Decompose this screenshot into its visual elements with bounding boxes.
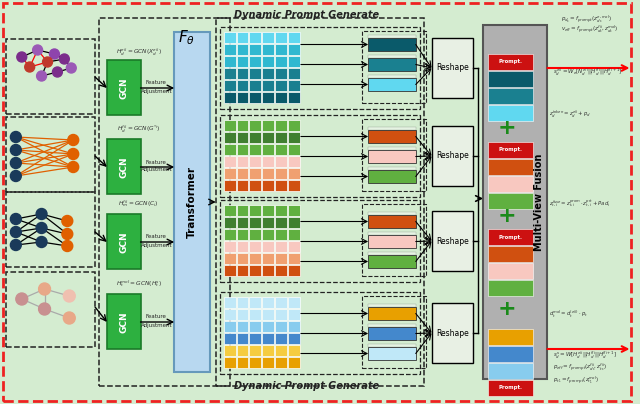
FancyBboxPatch shape	[275, 156, 287, 167]
Text: Multi-View Fusion: Multi-View Fusion	[534, 153, 545, 251]
Circle shape	[16, 293, 28, 305]
FancyBboxPatch shape	[250, 309, 261, 320]
FancyBboxPatch shape	[262, 253, 274, 264]
FancyBboxPatch shape	[368, 170, 416, 183]
Text: $p_{d_s}=f_{prompt}(z_{d_s}^{e,mol})$: $p_{d_s}=f_{prompt}(z_{d_s}^{e,mol})$	[561, 14, 612, 26]
FancyBboxPatch shape	[431, 126, 473, 186]
FancyBboxPatch shape	[483, 25, 547, 379]
Text: +: +	[498, 299, 516, 319]
FancyBboxPatch shape	[250, 156, 261, 167]
FancyBboxPatch shape	[275, 68, 287, 79]
FancyBboxPatch shape	[262, 56, 274, 67]
Circle shape	[36, 71, 47, 81]
Circle shape	[33, 45, 43, 55]
FancyBboxPatch shape	[250, 144, 261, 155]
Circle shape	[68, 135, 79, 145]
FancyBboxPatch shape	[368, 215, 416, 228]
FancyBboxPatch shape	[237, 217, 248, 228]
FancyBboxPatch shape	[224, 132, 236, 143]
FancyBboxPatch shape	[288, 156, 300, 167]
FancyBboxPatch shape	[275, 357, 287, 368]
FancyBboxPatch shape	[262, 333, 274, 344]
FancyBboxPatch shape	[250, 229, 261, 240]
FancyBboxPatch shape	[368, 130, 416, 143]
Text: $p_{t_1}=f_{prompt}(z_{t_1}^{mol})$: $p_{t_1}=f_{prompt}(z_{t_1}^{mol})$	[554, 375, 600, 387]
FancyBboxPatch shape	[237, 265, 248, 276]
FancyBboxPatch shape	[368, 75, 416, 78]
FancyBboxPatch shape	[368, 347, 416, 360]
FancyBboxPatch shape	[237, 144, 248, 155]
FancyBboxPatch shape	[368, 167, 416, 170]
Circle shape	[17, 52, 27, 62]
FancyBboxPatch shape	[488, 159, 532, 175]
Circle shape	[36, 208, 47, 219]
FancyBboxPatch shape	[488, 71, 532, 87]
FancyBboxPatch shape	[275, 321, 287, 332]
FancyBboxPatch shape	[275, 253, 287, 264]
FancyBboxPatch shape	[250, 180, 261, 191]
FancyBboxPatch shape	[262, 144, 274, 155]
FancyBboxPatch shape	[224, 120, 236, 131]
FancyBboxPatch shape	[237, 357, 248, 368]
FancyBboxPatch shape	[288, 357, 300, 368]
FancyBboxPatch shape	[262, 44, 274, 55]
FancyBboxPatch shape	[262, 321, 274, 332]
FancyBboxPatch shape	[224, 345, 236, 356]
Text: +: +	[498, 118, 516, 138]
FancyBboxPatch shape	[250, 345, 261, 356]
Text: Adjustment: Adjustment	[141, 88, 172, 93]
Circle shape	[63, 290, 76, 302]
Circle shape	[60, 54, 69, 64]
Circle shape	[62, 229, 73, 240]
FancyBboxPatch shape	[488, 380, 532, 396]
Circle shape	[38, 283, 51, 295]
FancyBboxPatch shape	[368, 58, 416, 71]
FancyBboxPatch shape	[288, 321, 300, 332]
FancyBboxPatch shape	[368, 55, 416, 58]
FancyBboxPatch shape	[237, 156, 248, 167]
Text: $p_{eff}=f_{prompt}(z_{d_s}^{f/i},z_{t_s}^{f/i})$: $p_{eff}=f_{prompt}(z_{d_s}^{f/i},z_{t_s…	[554, 362, 607, 374]
FancyBboxPatch shape	[368, 35, 416, 38]
Text: Feature: Feature	[146, 314, 167, 320]
FancyBboxPatch shape	[224, 241, 236, 252]
FancyBboxPatch shape	[275, 92, 287, 103]
Text: GCN: GCN	[119, 77, 128, 99]
FancyBboxPatch shape	[288, 345, 300, 356]
FancyBboxPatch shape	[250, 68, 261, 79]
FancyBboxPatch shape	[250, 32, 261, 43]
Circle shape	[68, 162, 79, 173]
FancyBboxPatch shape	[237, 333, 248, 344]
FancyBboxPatch shape	[275, 44, 287, 55]
Circle shape	[10, 158, 21, 168]
FancyBboxPatch shape	[262, 241, 274, 252]
FancyBboxPatch shape	[250, 80, 261, 91]
FancyBboxPatch shape	[237, 68, 248, 79]
Text: Dynamic Prompt Generate: Dynamic Prompt Generate	[234, 381, 380, 391]
FancyBboxPatch shape	[488, 229, 532, 245]
FancyBboxPatch shape	[368, 150, 416, 163]
FancyBboxPatch shape	[262, 229, 274, 240]
FancyBboxPatch shape	[431, 38, 473, 98]
FancyBboxPatch shape	[237, 309, 248, 320]
FancyBboxPatch shape	[250, 253, 261, 264]
FancyBboxPatch shape	[368, 255, 416, 268]
FancyBboxPatch shape	[250, 120, 261, 131]
FancyBboxPatch shape	[368, 212, 416, 215]
FancyBboxPatch shape	[488, 88, 532, 104]
FancyBboxPatch shape	[262, 265, 274, 276]
FancyBboxPatch shape	[262, 120, 274, 131]
FancyBboxPatch shape	[488, 54, 532, 70]
FancyBboxPatch shape	[237, 32, 248, 43]
Circle shape	[52, 67, 62, 77]
FancyBboxPatch shape	[224, 321, 236, 332]
FancyBboxPatch shape	[488, 105, 532, 121]
FancyBboxPatch shape	[224, 92, 236, 103]
FancyBboxPatch shape	[288, 144, 300, 155]
FancyBboxPatch shape	[488, 363, 532, 379]
FancyBboxPatch shape	[431, 303, 473, 363]
FancyBboxPatch shape	[224, 333, 236, 344]
FancyBboxPatch shape	[288, 168, 300, 179]
FancyBboxPatch shape	[288, 265, 300, 276]
Circle shape	[25, 62, 35, 72]
